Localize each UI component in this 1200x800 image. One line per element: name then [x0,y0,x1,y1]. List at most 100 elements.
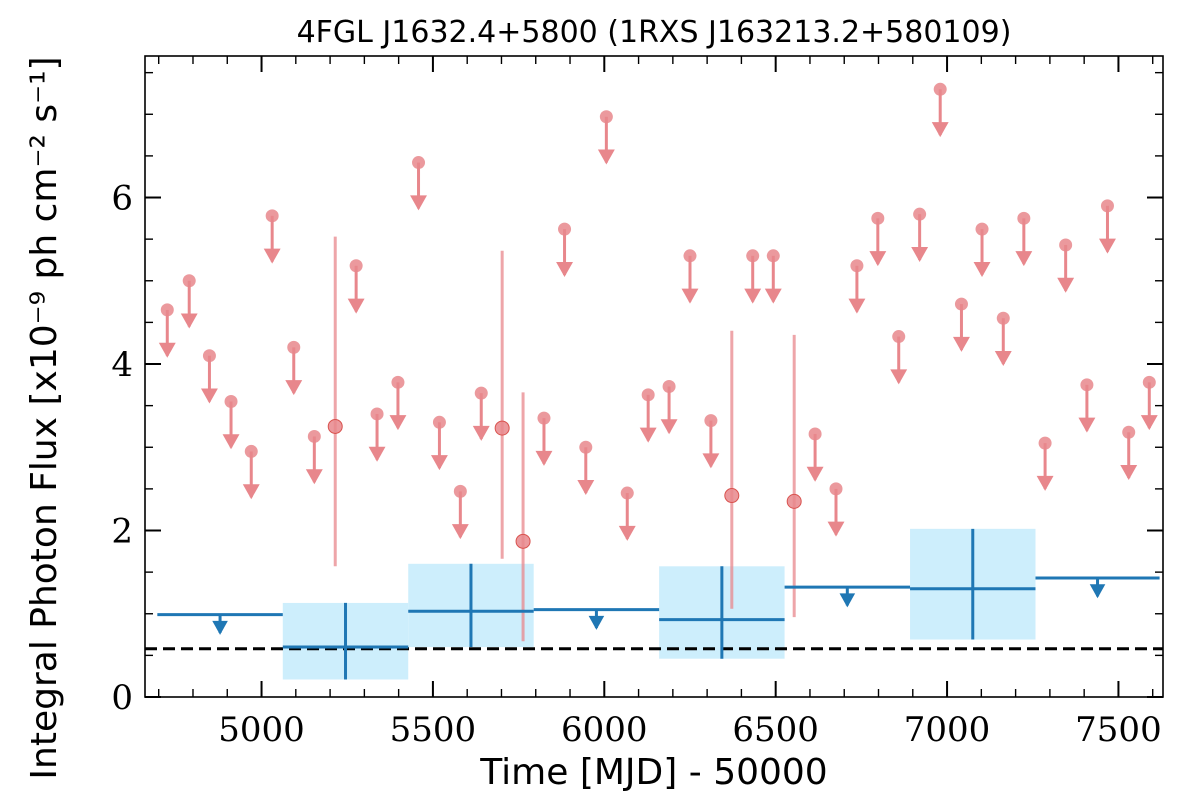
short-bin-upper-limit-arrow [764,255,782,304]
short-bin-upper-limit-arrow [1140,382,1158,431]
short-bin-upper-limit-point [244,444,258,458]
short-bin-upper-limit-arrow [1057,244,1075,293]
short-bin-detection-point [724,488,740,504]
short-bin-upper-limit-point [746,249,760,263]
short-bin-upper-limit-arrow [305,436,323,485]
short-bin-upper-limit-point [933,82,947,96]
short-bin-upper-limit-point [641,388,655,402]
short-bin-upper-limit-arrow [1099,205,1116,254]
short-bin-upper-limit-arrow [368,413,386,462]
short-bin-upper-limit-arrow [535,418,553,466]
short-bin-upper-limit-arrow [347,265,365,314]
y-tick-label: 4 [111,345,133,385]
short-bin-upper-limit-arrow [1015,218,1033,267]
short-bin-upper-limit-point [808,427,822,441]
short-bin-upper-limit-point [954,297,968,311]
short-bin-upper-limit-arrow [1036,443,1054,491]
short-bin-upper-limit-point [453,484,467,498]
short-bin-upper-limit-point [892,330,906,344]
short-bin-upper-limit-arrow [681,255,699,304]
short-bin-upper-limit-arrow [931,89,949,138]
short-bin-upper-limit-point [307,429,321,443]
short-bin-upper-limit-arrow [430,422,448,471]
short-bin-upper-limit-arrow [410,162,427,211]
y-tick-label: 2 [111,512,133,552]
long-bin-upper-limit-arrow [1089,577,1106,599]
short-bin-upper-limit-point [996,311,1010,325]
short-bin-upper-limit-point [620,486,634,500]
axes: 5000 5500 6000 6500 7000 7500 0 2 4 6 [111,55,1164,750]
long-bin-upper-limit-arrow [588,609,605,630]
short-bin-upper-limit-arrow [911,214,929,262]
short-bin-upper-limit-arrow [451,491,469,540]
short-bin-upper-limit-arrow [597,116,615,165]
short-bin-upper-limit-arrow [472,393,490,441]
short-bin-detection-point [327,418,343,434]
short-bin-upper-limit-point [1122,425,1136,439]
short-bin-upper-limit-arrow [1120,432,1138,481]
short-bin-upper-limit-point [558,222,572,236]
short-bin-upper-limit-point [1142,375,1156,389]
short-bin-upper-limit-arrow [639,394,657,443]
short-bin-upper-limit-point [287,340,301,354]
short-bin-upper-limit-arrow [1078,384,1096,433]
short-bin-upper-limit-arrow [242,451,260,500]
short-bin-upper-limit-point [850,259,864,273]
short-bin-upper-limit-point [766,249,780,263]
y-axis-label: Integral Photon Flux [x10⁻⁹ ph cm⁻² s⁻¹] [24,56,65,779]
short-bin-upper-limit-point [202,349,216,363]
short-bin-upper-limit-point [182,274,196,288]
short-bin-detection-point [786,493,802,509]
short-bin-upper-limit-point [913,207,927,221]
short-bin-upper-limit-point [579,440,593,454]
short-bin-upper-limit-point [1017,211,1031,225]
chart-title: 4FGL J1632.4+5800 (1RXS J163213.2+580109… [297,15,1012,50]
plot-area [145,82,1163,680]
short-bin-upper-limit-point [391,375,405,389]
short-bin-upper-limit-point [1080,378,1094,392]
short-bin-upper-limit-point [537,411,551,425]
x-tick-label: 5000 [218,710,305,750]
short-bin-upper-limit-arrow [827,488,845,537]
short-bin-upper-limit-arrow [660,386,678,435]
short-bin-upper-limit-point [829,482,843,496]
short-bin-upper-limit-arrow [869,218,887,267]
short-bin-upper-limit-arrow [973,229,991,277]
x-tick-label: 7500 [1075,710,1162,750]
short-bin-upper-limit-point [474,386,488,400]
short-bin-upper-limit-arrow [222,401,240,450]
short-bin-upper-limit-arrow [848,265,866,314]
short-bin-detection-point [494,420,510,436]
short-bin-upper-limit-arrow [994,318,1012,367]
short-bin-upper-limit-arrow [263,215,281,264]
short-bin-upper-limit-arrow [180,280,198,329]
short-bin-upper-limit-point [412,156,426,170]
short-bin-upper-limit-arrow [389,382,407,431]
short-bin-upper-limit-arrow [285,347,303,396]
x-tick-label: 5500 [390,710,477,750]
short-bin-upper-limit-point [224,394,238,408]
short-bin-upper-limit-arrow [158,309,176,358]
short-bin-upper-limit-point [871,211,885,225]
short-bin-upper-limit-arrow [890,336,908,385]
x-tick-label: 7000 [904,710,991,750]
short-bin-upper-limit-arrow [200,355,218,404]
short-bin-upper-limit-point [432,415,446,429]
short-bin-upper-limit-point [704,414,718,428]
x-tick-label: 6500 [732,710,819,750]
short-bin-upper-limit-point [160,303,174,317]
short-bin-upper-limit-arrow [556,229,573,277]
short-bin-upper-limit-point [599,110,613,124]
short-bin-upper-limit-point [1038,436,1052,450]
short-bin-upper-limit-point [349,259,363,273]
short-bin-upper-limit-point [975,222,989,236]
short-bin-upper-limit-point [662,379,676,393]
short-bin-upper-limit-arrow [618,493,636,541]
short-bin-upper-limit-point [370,407,384,421]
short-bin-upper-limit-point [265,209,279,223]
y-tick-label: 6 [111,179,133,219]
short-bin-upper-limit-arrow [744,255,762,304]
short-bin-upper-limit-arrow [953,304,970,352]
plot-frame [144,55,1164,698]
